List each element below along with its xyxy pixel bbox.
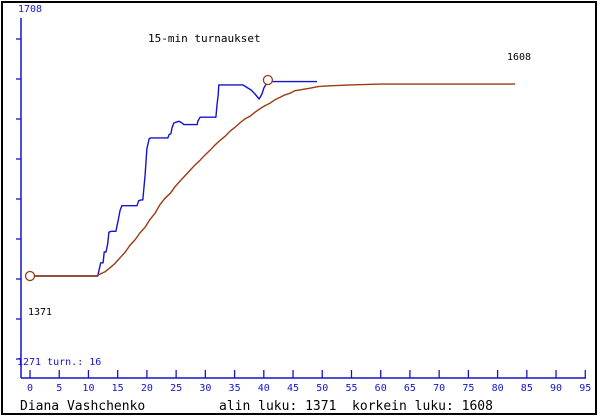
x-tick-label: 40 [258,383,270,394]
max-value-label: 1608 [507,52,531,63]
x-tick-label: 50 [316,383,328,394]
x-tick-label: 25 [170,383,182,394]
x-tick-label: 0 [27,383,33,394]
axis-bottom-info-label: 1271 turn.: 16 [17,357,101,368]
x-tick-label: 20 [141,383,153,394]
chart-markers [24,74,274,282]
chart-title: 15-min turnaukset [148,32,261,45]
x-tick-label: 65 [404,383,416,394]
series-average [30,83,516,277]
x-tick-label: 35 [229,383,241,394]
window-border [1,1,597,415]
x-tick-label: 55 [345,383,357,394]
x-tick-label: 5 [56,383,62,394]
x-tick-label: 15 [112,383,124,394]
y-axis-top-label: 1708 [18,4,42,15]
x-tick-label: 95 [579,383,591,394]
min-marker [24,270,36,282]
x-tick-label: 85 [521,383,533,394]
x-tick-label: 75 [462,383,474,394]
x-tick-label: 60 [375,383,387,394]
x-tick-label: 10 [82,383,94,394]
x-tick-label: 80 [492,383,504,394]
player-name: Diana Vashchenko [20,399,145,414]
x-tick-label: 90 [550,383,562,394]
footer-stats: alin luku: 1371 korkein luku: 1608 [219,399,493,414]
max-marker [262,74,274,86]
x-tick-label: 70 [433,383,445,394]
min-value-label: 1371 [28,307,52,318]
x-tick-label: 45 [287,383,299,394]
series-rating [30,79,317,277]
x-tick-label: 30 [199,383,211,394]
chart-series [30,79,516,277]
axes: 0 5 10 15 20 25 30 35 40 45 50 55 60 65 70 75 80 85 90 95 [16,18,591,394]
